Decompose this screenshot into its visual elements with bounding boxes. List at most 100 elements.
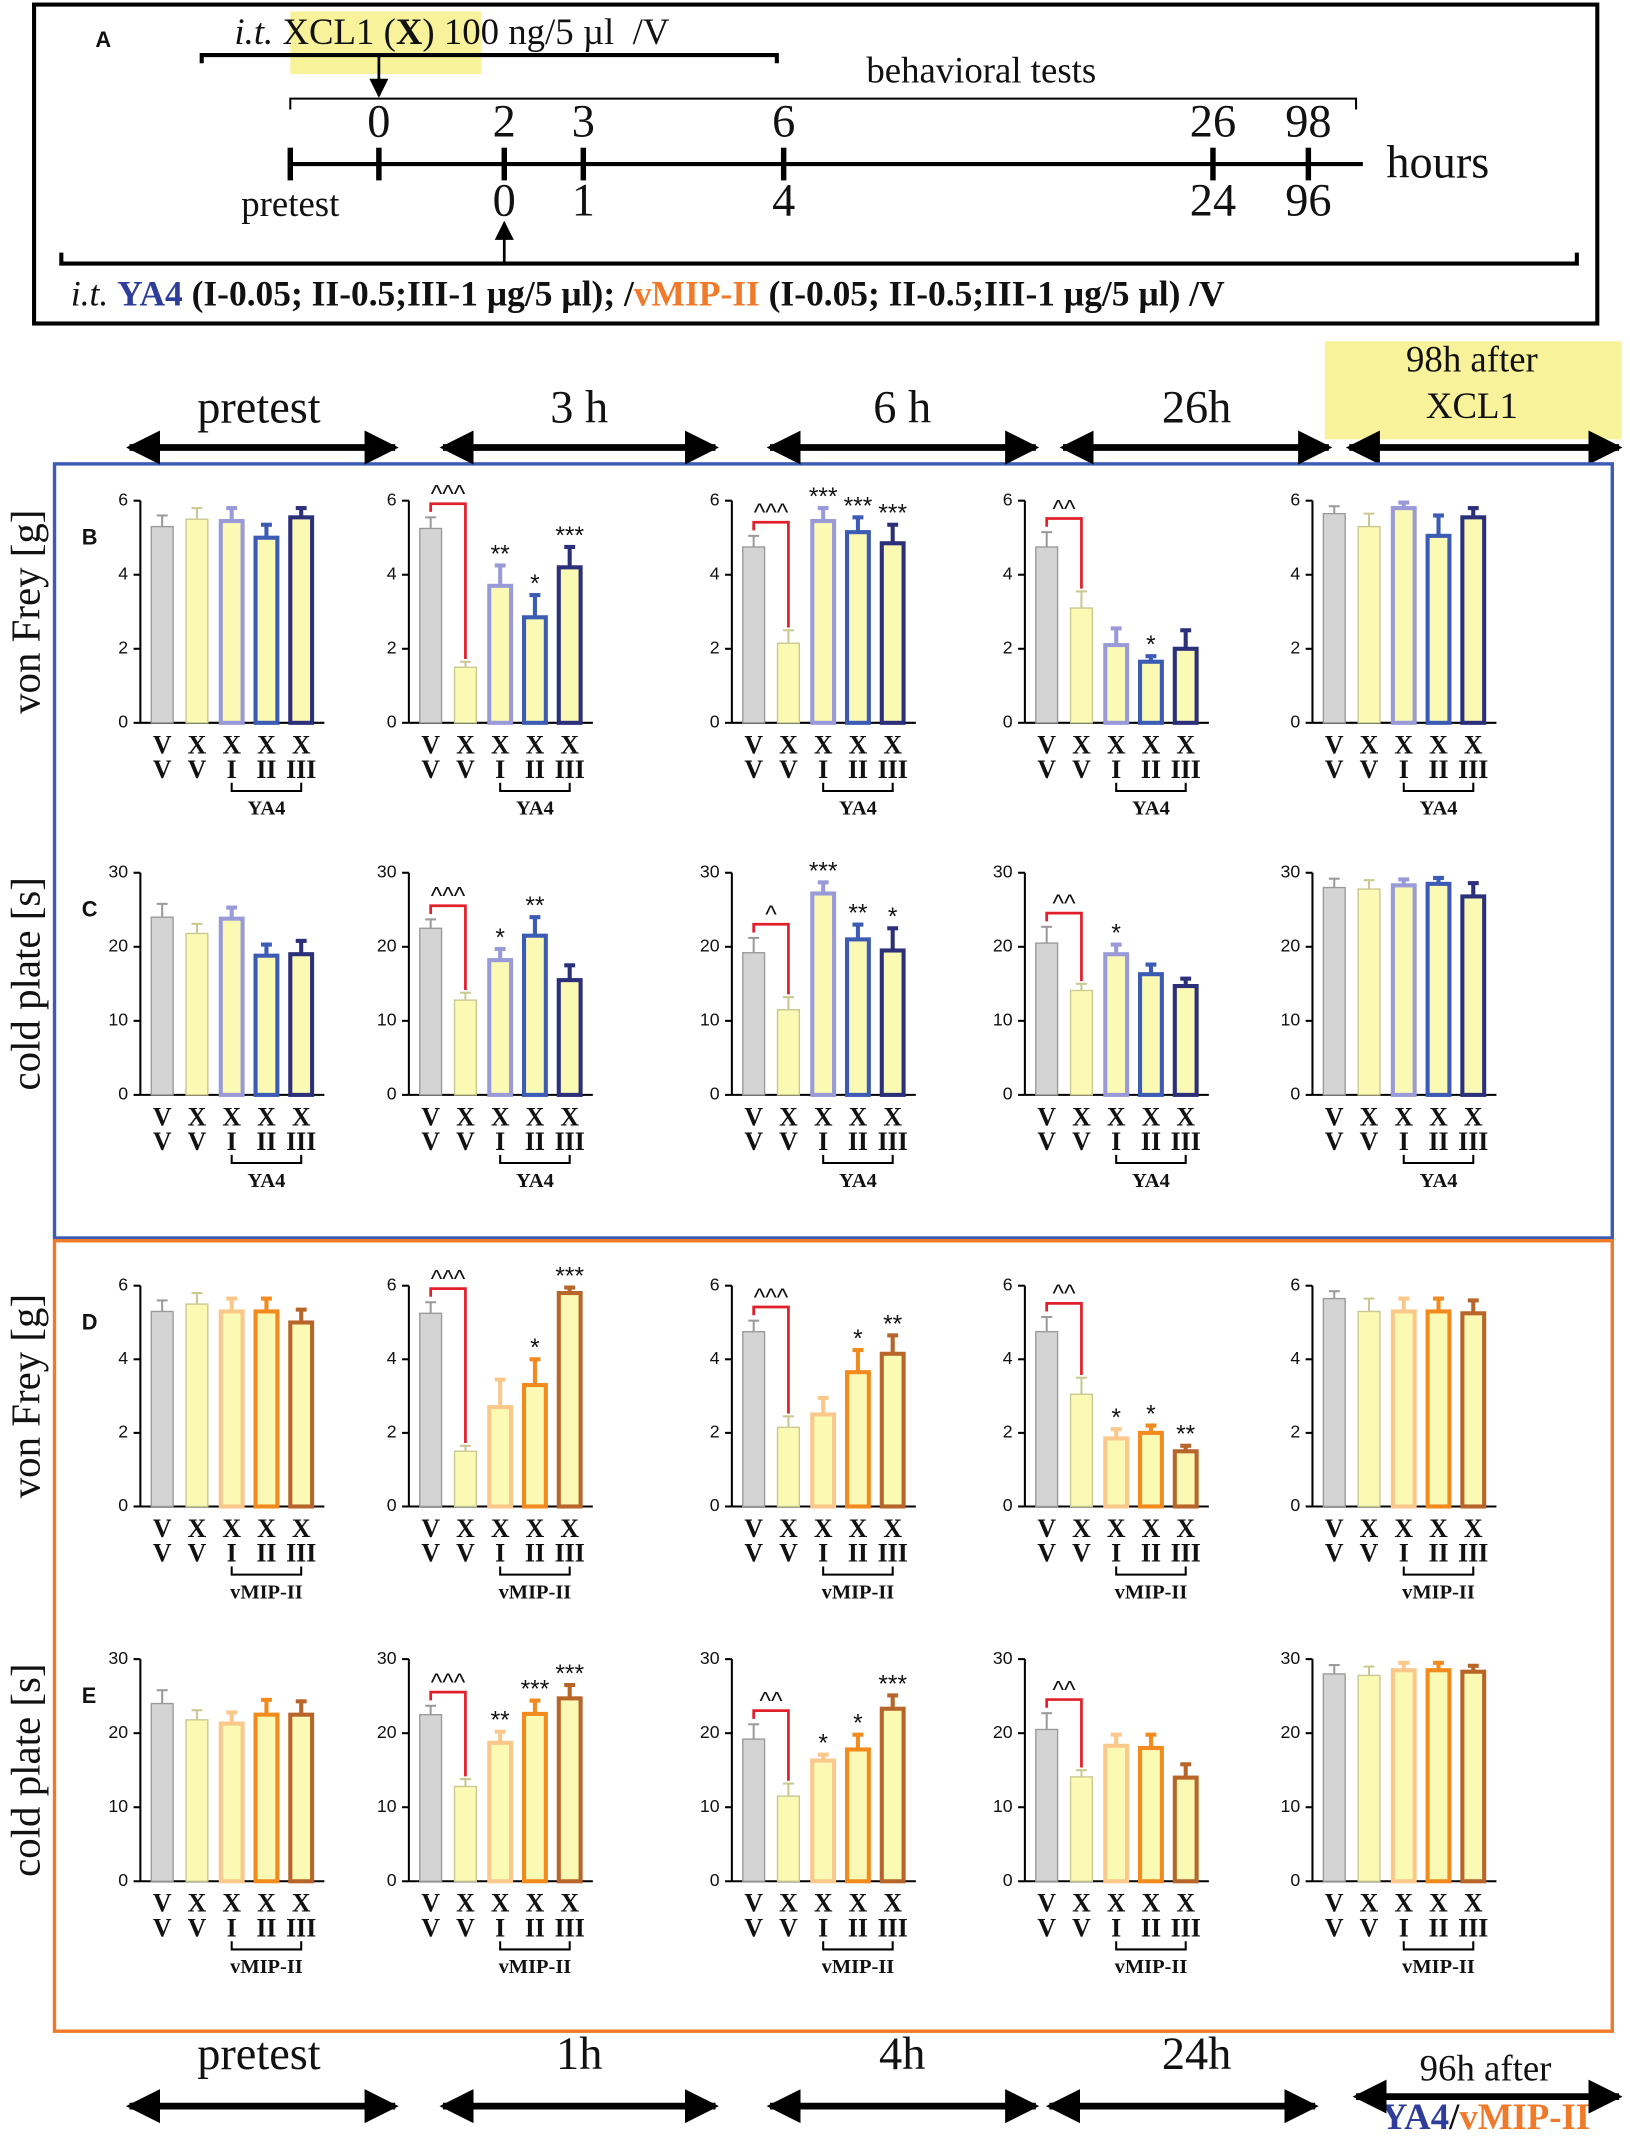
x-tick-label: X [292, 1889, 311, 1918]
bar [253, 1712, 280, 1884]
y-tick-label: 0 [387, 712, 397, 732]
x-tick-label: III [286, 755, 316, 784]
bar [556, 978, 583, 1097]
x-tick-label: X [1176, 1514, 1195, 1543]
x-tick-label: X [491, 1102, 510, 1131]
x-tick-label: I [818, 755, 828, 784]
x-tick-label: V [421, 1514, 440, 1543]
bar [1035, 942, 1059, 1096]
x-tick-label: V [153, 1538, 172, 1567]
x-tick-label: V [153, 1913, 172, 1942]
agents-label: YA4/vMIP-II [1381, 2097, 1590, 2138]
bar [1425, 1309, 1452, 1509]
group-bracket [1115, 1154, 1187, 1165]
x-tick-label: V [1325, 1538, 1344, 1567]
x-tick-label: III [555, 1538, 585, 1567]
x-tick-label: X [456, 1514, 475, 1543]
x-tick-label: I [1111, 1913, 1121, 1942]
hour-label: 98 [1285, 97, 1331, 148]
group-label: vMIP-II [230, 1956, 303, 1978]
bar [776, 1795, 801, 1882]
y-tick-label: 0 [1290, 712, 1300, 732]
bar [1103, 643, 1130, 725]
group-bracket [1402, 1566, 1475, 1576]
bar [1172, 646, 1199, 725]
x-tick-label: V [1360, 1913, 1379, 1942]
group-bracket [1115, 782, 1187, 792]
x-tick-label: I [1111, 1538, 1121, 1567]
x-tick-label: II [256, 1127, 276, 1156]
y-tick-label: 0 [387, 1870, 397, 1890]
bar [288, 1320, 315, 1509]
x-tick-label: II [1428, 755, 1448, 784]
bar [288, 1712, 315, 1884]
bar [844, 530, 871, 725]
x-tick-label: III [1458, 1913, 1488, 1942]
group-label: vMIP-II [499, 1956, 572, 1978]
unit-label: hours [1386, 137, 1489, 188]
x-tick-label: X [1142, 1889, 1161, 1918]
group-bracket [822, 1941, 894, 1951]
x-tick-label: II [1141, 755, 1161, 784]
y-tick-label: 4 [1003, 1348, 1013, 1368]
bar [487, 583, 514, 725]
x-tick-label: X [292, 1514, 311, 1543]
bar [1390, 1668, 1417, 1884]
y-tick-label: 4 [710, 563, 720, 583]
bar [879, 1706, 906, 1884]
group-bracket [230, 1941, 303, 1951]
x-tick-label: V [153, 730, 172, 759]
x-tick-label: X [222, 1102, 241, 1131]
panel-letter: A [95, 27, 111, 52]
bar [1103, 1743, 1130, 1884]
comparison-bracket [1045, 517, 1083, 589]
comparison-bracket [429, 904, 467, 990]
bar [742, 546, 766, 724]
x-tick-label: X [257, 730, 276, 759]
significance: ** [525, 893, 545, 920]
bar [487, 1740, 514, 1884]
hour-label: 2 [493, 97, 516, 148]
x-tick-label: I [1399, 755, 1409, 784]
y-tick-label: 20 [700, 935, 720, 955]
x-tick-label: X [779, 730, 798, 759]
time-ticks [287, 147, 1312, 181]
y-tick-label: 2 [1290, 1422, 1300, 1442]
group-label: YA4 [839, 1170, 877, 1192]
x-tick-label: X [222, 1889, 241, 1918]
comparison-label: ^^^ [754, 500, 789, 527]
y-tick-label: 0 [710, 1084, 720, 1104]
x-tick-label: X [1176, 730, 1195, 759]
bar [150, 1310, 174, 1508]
x-tick-label: X [883, 1889, 902, 1918]
group-label: vMIP-II [499, 1581, 572, 1603]
dose-label: i.t. XCL1 (X) 100 ng/5 µl /V [234, 11, 669, 52]
x-tick-label: X [779, 1514, 798, 1543]
bar [1138, 1745, 1164, 1884]
y-tick-label: 4 [1290, 563, 1300, 583]
comparison-bracket [429, 1690, 467, 1777]
x-tick-label: X [188, 1102, 207, 1131]
y-tick-label: 0 [1003, 712, 1013, 732]
group-label: YA4 [1420, 798, 1458, 820]
y-tick-label: 20 [108, 935, 128, 955]
significance: * [818, 1731, 828, 1758]
y-tick-label: 0 [1003, 1495, 1013, 1515]
x-tick-label: I [227, 1538, 237, 1567]
x-tick-label: X [188, 1889, 207, 1918]
x-tick-label: X [1072, 730, 1091, 759]
x-tick-label: II [1428, 1538, 1448, 1567]
significance: *** [809, 484, 838, 511]
y-tick-label: 10 [1280, 1010, 1300, 1030]
y-tick-label: 30 [1280, 1648, 1300, 1668]
x-tick-label: X [560, 1889, 579, 1918]
x-tick-label: V [188, 755, 207, 784]
group-bracket [1402, 1941, 1475, 1951]
y-tick-label: 20 [108, 1722, 128, 1742]
bar [556, 1696, 583, 1884]
x-tick-label: III [1458, 1127, 1488, 1156]
